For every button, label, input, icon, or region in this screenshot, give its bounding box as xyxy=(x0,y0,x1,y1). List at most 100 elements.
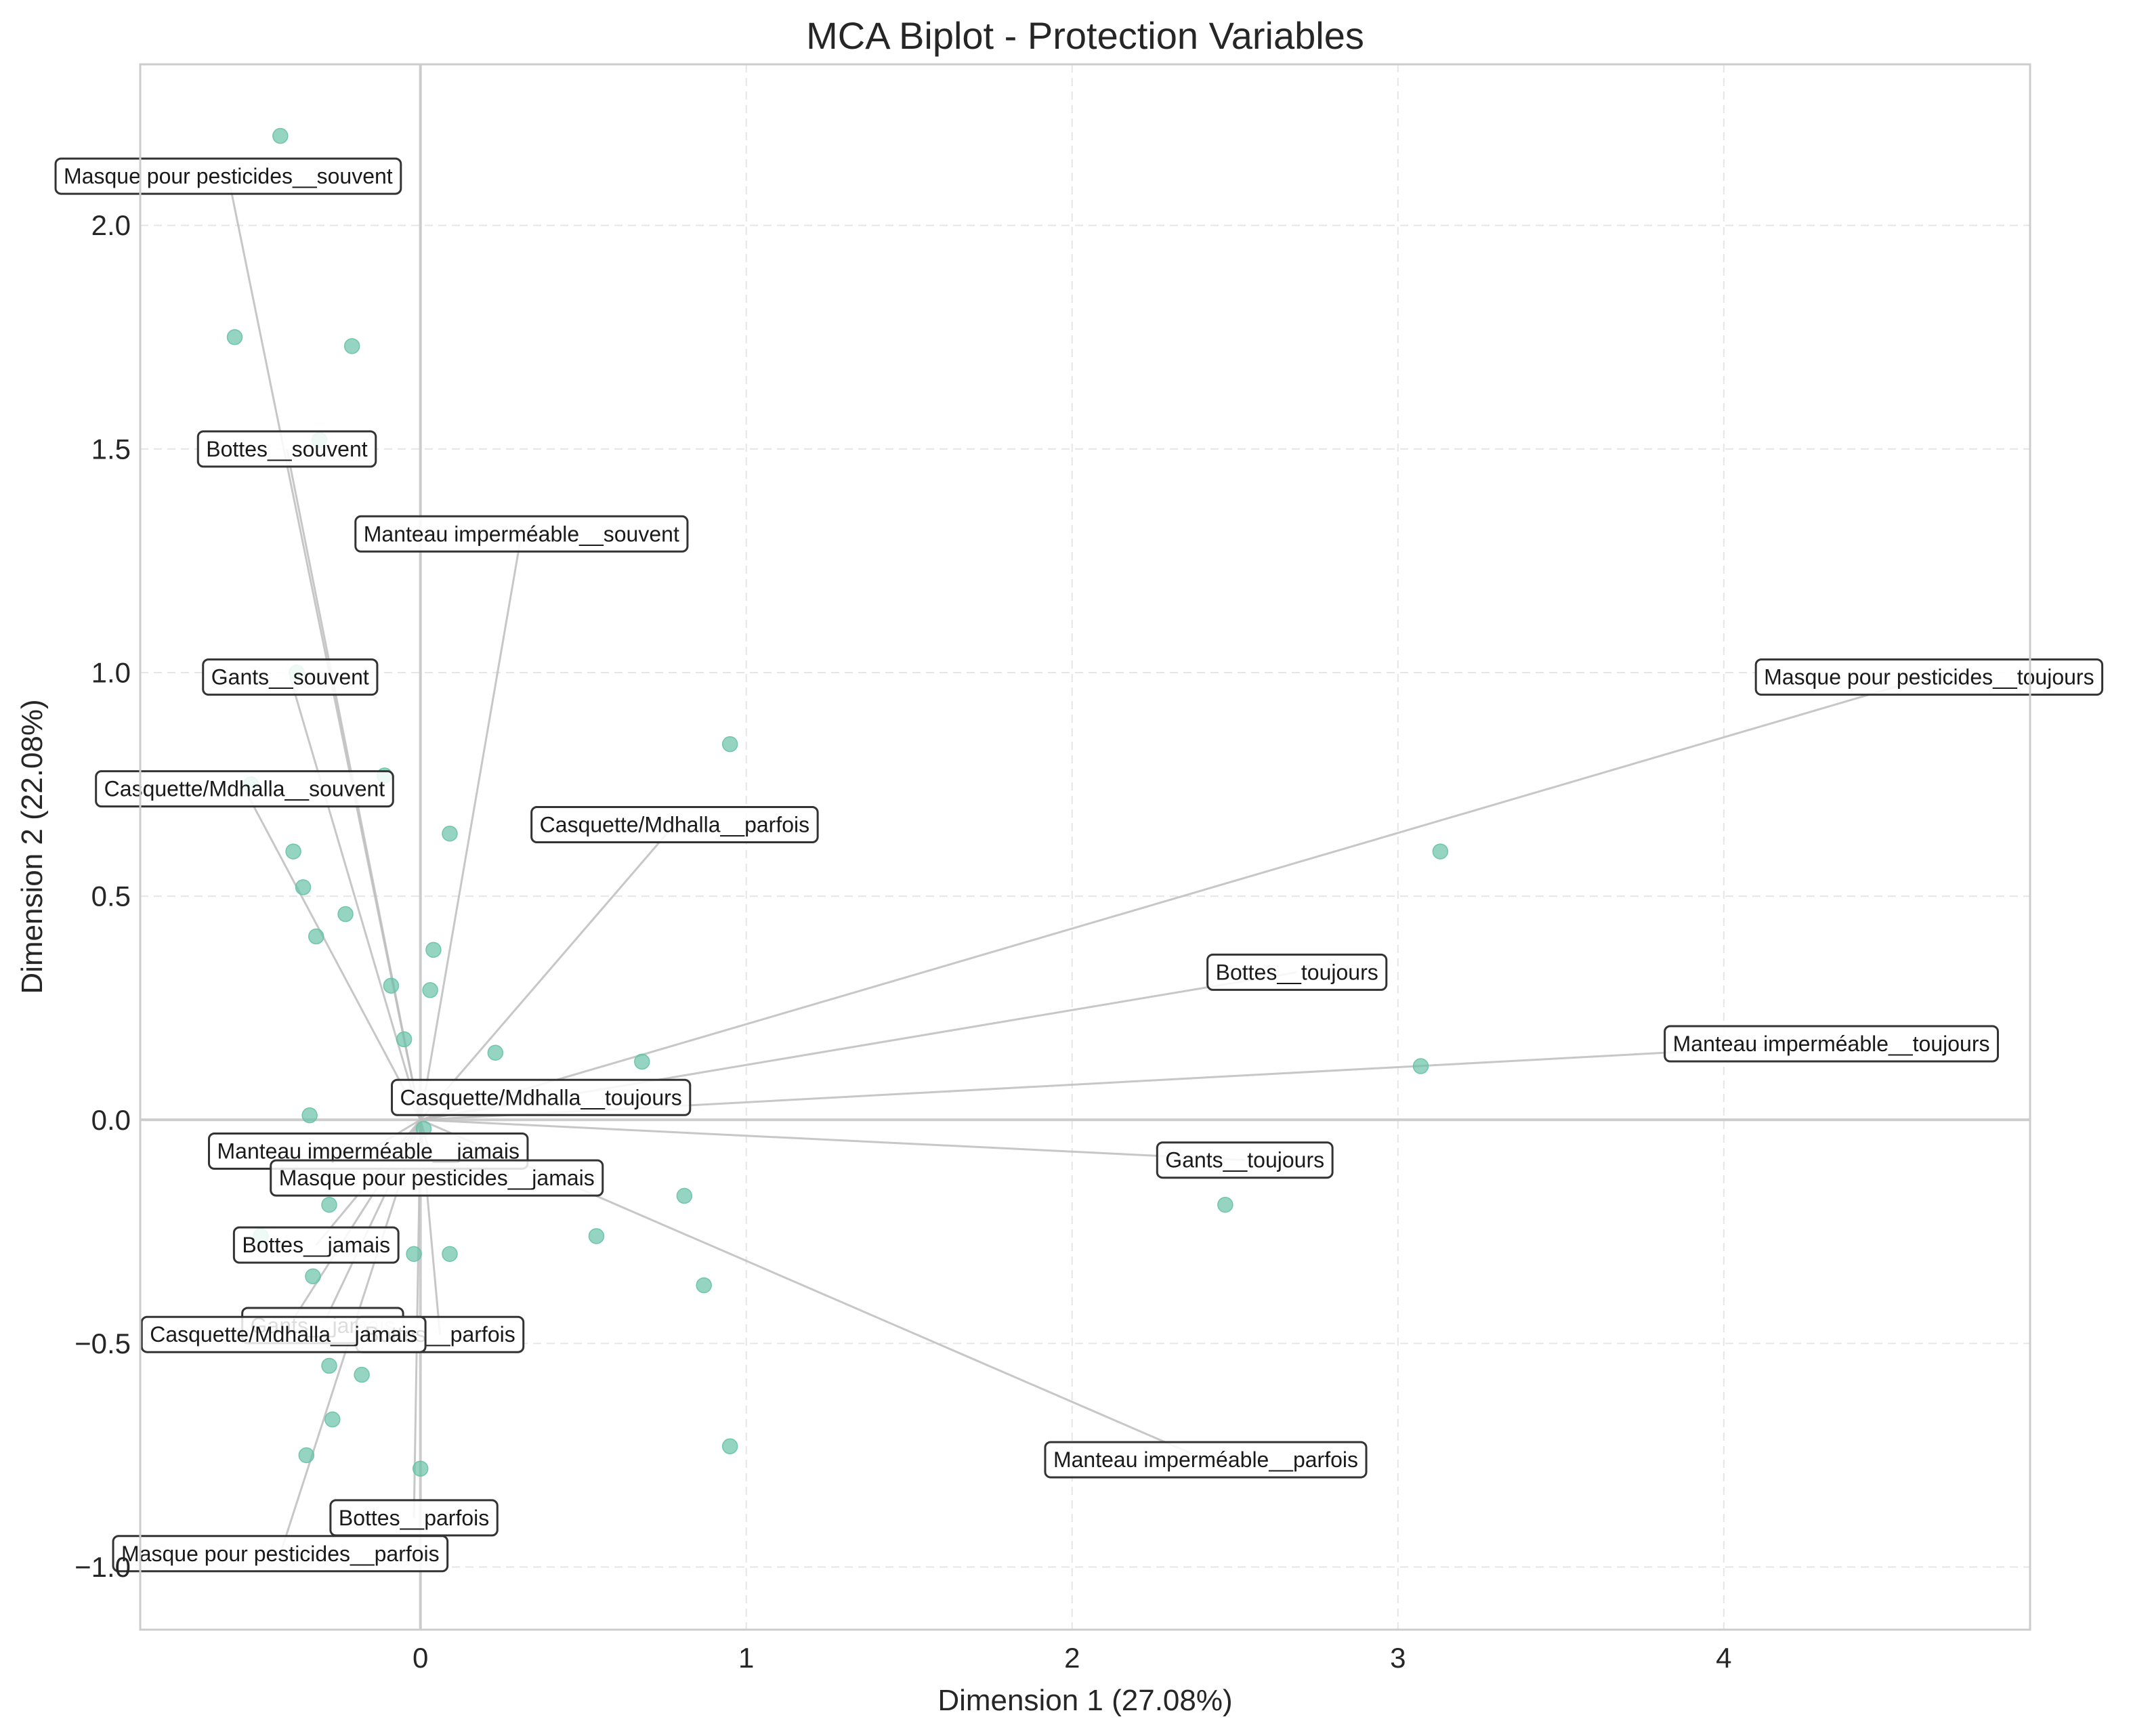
category-vector xyxy=(420,676,1930,1121)
category-label-text: Masque pour pesticides__parfois xyxy=(121,1542,440,1566)
individual-point xyxy=(588,1228,605,1244)
individual-point xyxy=(721,736,738,753)
individual-point xyxy=(343,338,360,354)
individual-point xyxy=(308,928,324,945)
individual-point xyxy=(406,1246,422,1263)
category-label: Gants__souvent xyxy=(202,658,379,696)
individual-point xyxy=(634,1053,650,1070)
y-tick-label: 2.0 xyxy=(91,209,131,241)
individual-point xyxy=(396,1031,413,1048)
individual-point xyxy=(298,1447,315,1464)
category-label-box xyxy=(95,770,394,808)
plot-area xyxy=(140,64,2030,1630)
category-label-text: Bottes__souvent xyxy=(206,437,368,461)
category-label-text: Bottes__jamais xyxy=(242,1233,390,1257)
category-label-text: Casquette/Mdhalla__parfois xyxy=(540,812,809,837)
category-label: Casquette/Mdhalla__parfois xyxy=(530,805,819,843)
category-label-text: Manteau imperméable__jamais xyxy=(217,1139,519,1163)
category-labels: Masque pour pesticides__souvent Bottes__s… xyxy=(54,157,2104,1573)
category-label-box xyxy=(202,658,379,696)
category-label-text: Manteau imperméable__parfois xyxy=(1053,1447,1358,1472)
category-vector xyxy=(420,1118,1245,1162)
x-tick-label: 2 xyxy=(1064,1642,1080,1674)
category-label-text: Masque pour pesticides__toujours xyxy=(1764,665,2094,690)
y-tick-label: 1.0 xyxy=(91,656,131,688)
category-label-box xyxy=(270,1159,604,1197)
individual-point xyxy=(442,1246,458,1263)
individual-point xyxy=(487,1044,504,1061)
category-label-box xyxy=(1044,1441,1368,1479)
category-label: Bottes__parfois xyxy=(329,1499,499,1537)
chart-title: MCA Biplot - Protection Variables xyxy=(806,14,1364,57)
category-label-text: Manteau imperméable__toujours xyxy=(1673,1032,1990,1056)
individual-point xyxy=(696,1277,712,1294)
individual-point xyxy=(295,879,312,895)
category-label-box xyxy=(391,1078,692,1116)
x-tick-label: 4 xyxy=(1716,1642,1731,1674)
x-axis-ticks: 0 1 2 3 4 xyxy=(413,1642,1731,1674)
category-label: Masque pour pesticides__toujours xyxy=(1754,658,2104,696)
category-label-box xyxy=(1754,658,2104,696)
individual-point xyxy=(1412,1058,1429,1074)
individual-point xyxy=(321,1357,337,1374)
category-label-text: Masque pour pesticides__souvent xyxy=(64,164,393,188)
category-label: Bottes__toujours xyxy=(1206,953,1388,991)
plot-frame xyxy=(139,63,2031,1631)
individual-point xyxy=(337,906,354,923)
category-label: Bottes__jamais xyxy=(232,1226,400,1264)
individual-point xyxy=(272,127,289,144)
category-vector xyxy=(243,788,422,1120)
category-label-box xyxy=(1664,1025,1999,1063)
individual-point xyxy=(226,329,243,345)
y-tick-label: −0.5 xyxy=(75,1328,131,1359)
category-label-text: Casquette/Mdhalla__toujours xyxy=(400,1085,682,1109)
individual-point xyxy=(301,1107,318,1124)
x-tick-label: 3 xyxy=(1390,1642,1406,1674)
category-label-text: Gants__souvent xyxy=(211,665,369,690)
individual-point xyxy=(324,1411,341,1428)
individual-point xyxy=(676,1187,693,1204)
category-vector xyxy=(419,824,676,1121)
individual-point xyxy=(1217,1196,1233,1213)
category-label-box xyxy=(54,157,402,195)
category-label-text: Bottes__parfois xyxy=(339,1506,489,1530)
category-label: Gants__toujours xyxy=(1156,1141,1334,1179)
category-label: Casquette/Mdhalla__toujours xyxy=(391,1078,692,1116)
x-tick-label: 1 xyxy=(738,1642,754,1674)
individual-point xyxy=(442,825,458,842)
category-label: Manteau imperméable__toujours xyxy=(1664,1025,1999,1063)
category-label: Manteau imperméable__souvent xyxy=(354,515,689,553)
individual-point xyxy=(721,1438,738,1455)
individual-points xyxy=(226,127,1449,1477)
category-label-text: Bottes__toujours xyxy=(1216,960,1378,984)
individual-point xyxy=(422,982,438,998)
y-tick-label: 0.0 xyxy=(91,1104,131,1136)
y-axis-label: Dimension 2 (22.08%) xyxy=(16,699,49,994)
category-label-box xyxy=(354,515,689,553)
category-label-box xyxy=(530,805,819,843)
category-label-box xyxy=(1156,1141,1334,1179)
category-label: Bottes__souvent xyxy=(196,430,377,468)
category-label-box xyxy=(196,430,377,468)
individual-point xyxy=(1432,843,1449,860)
x-tick-label: 0 xyxy=(413,1642,428,1674)
category-label: Manteau imperméable__parfois xyxy=(1044,1441,1368,1479)
category-label-text: Casquette/Mdhalla__souvent xyxy=(104,777,385,801)
category-label: Casquette/Mdhalla__souvent xyxy=(95,770,394,808)
category-vector xyxy=(289,677,422,1120)
category-label: Masque pour pesticides__jamais xyxy=(270,1159,604,1197)
category-label-text: Manteau imperméable__souvent xyxy=(364,522,679,546)
y-axis-ticks: −1.0 −0.5 0.0 0.5 1.0 1.5 2.0 xyxy=(75,209,131,1583)
y-tick-label: 0.5 xyxy=(91,881,131,912)
category-label-box xyxy=(140,1315,427,1353)
individual-point xyxy=(425,941,442,958)
y-tick-label: 1.5 xyxy=(91,433,131,465)
category-vector xyxy=(419,534,523,1120)
category-label-text: Casquette/Mdhalla__jamais xyxy=(150,1322,417,1347)
x-axis-label: Dimension 1 (27.08%) xyxy=(937,1684,1232,1717)
category-label-box xyxy=(1206,953,1388,991)
category-label: Masque pour pesticides__parfois xyxy=(112,1535,449,1573)
y-tick-label: −1.0 xyxy=(75,1551,131,1583)
category-label: Casquette/Mdhalla__jamais xyxy=(140,1315,427,1353)
